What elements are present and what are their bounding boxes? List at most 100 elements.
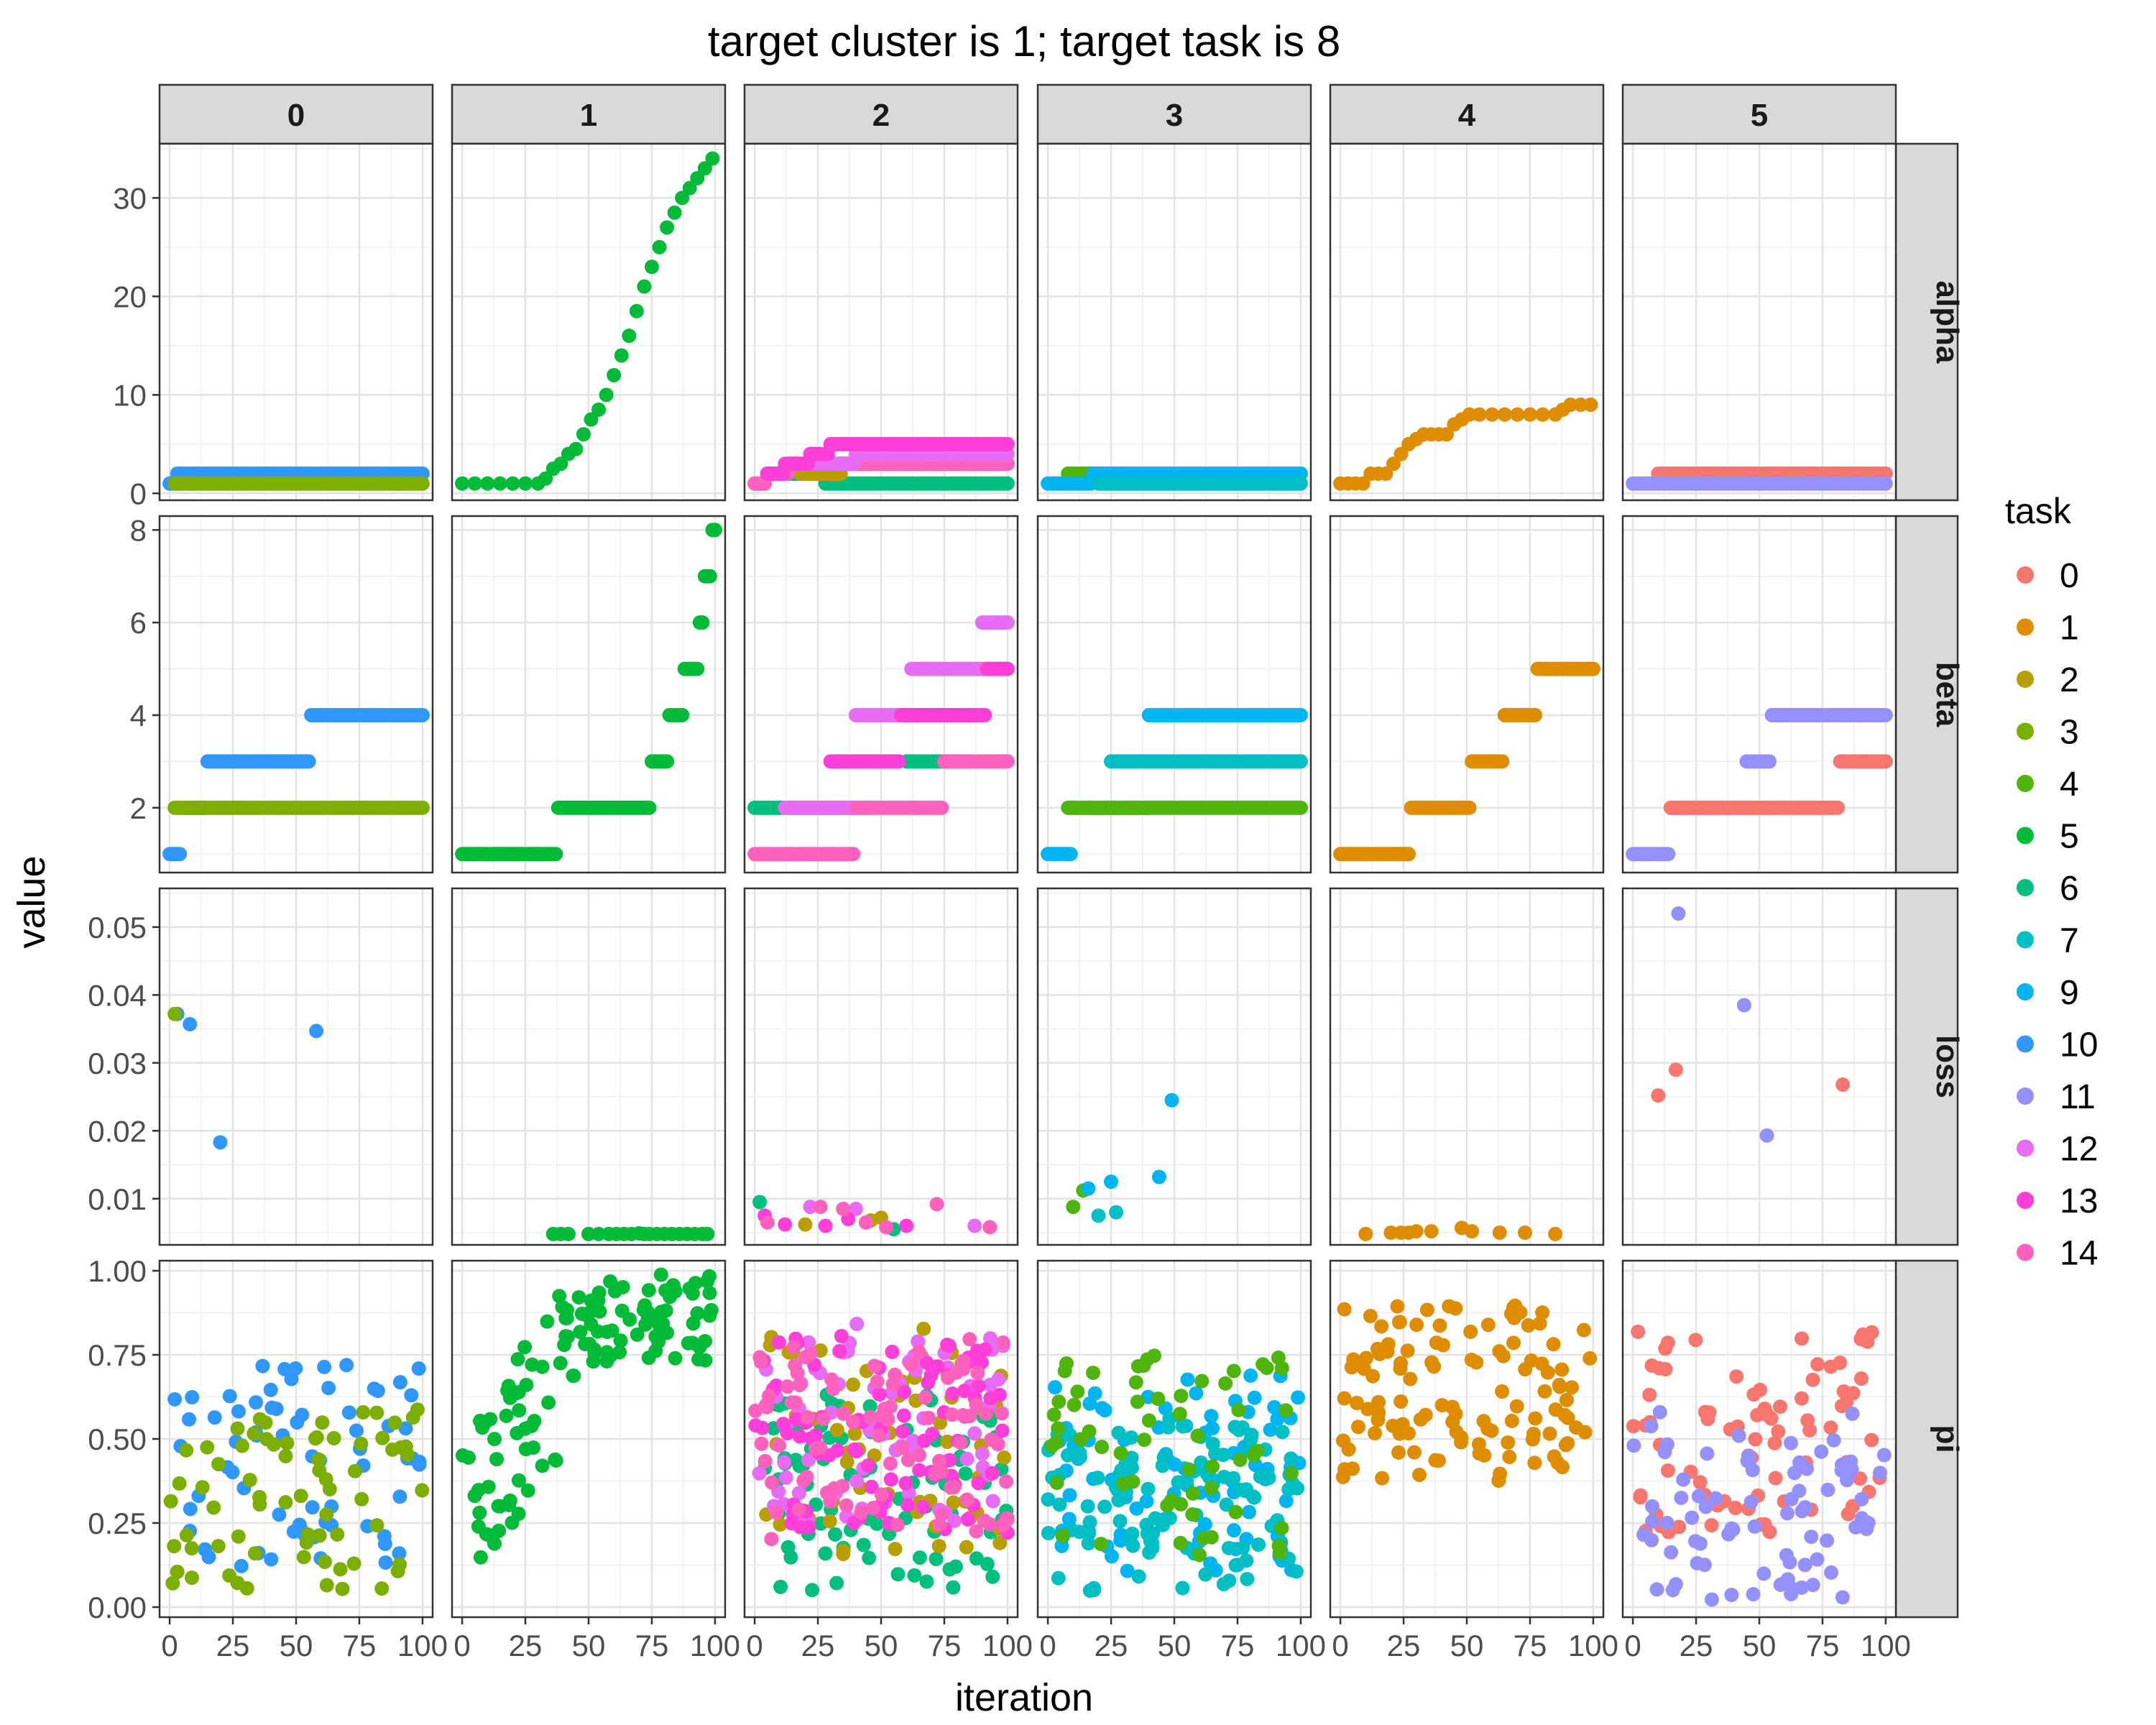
data-point	[541, 1395, 556, 1410]
y-tick-label: 0.50	[88, 1422, 147, 1456]
data-point	[1051, 1421, 1066, 1436]
data-point	[849, 1444, 864, 1459]
data-point	[1204, 1481, 1219, 1496]
data-point	[540, 1314, 555, 1329]
facet-strip-col	[451, 83, 727, 145]
data-point	[1228, 1558, 1243, 1573]
data-point	[780, 1379, 795, 1394]
data-point	[1112, 1514, 1128, 1529]
data-point	[377, 1537, 392, 1552]
data-point	[971, 1476, 986, 1491]
data-point	[375, 1430, 390, 1445]
data-point	[1762, 1524, 1777, 1540]
data-point	[1537, 1384, 1552, 1399]
data-point	[1794, 1580, 1809, 1595]
data-point	[411, 1361, 426, 1376]
data-point	[1391, 1445, 1406, 1460]
data-point	[455, 1448, 470, 1463]
data-point	[1141, 1481, 1156, 1496]
data-point	[836, 1547, 851, 1562]
panel-border	[1329, 1259, 1605, 1619]
data-point	[1204, 1409, 1219, 1424]
data-point	[525, 1357, 540, 1372]
data-point	[183, 1501, 198, 1517]
data-point	[308, 1431, 323, 1446]
data-point	[1137, 1432, 1152, 1448]
data-point	[982, 1220, 998, 1235]
x-axis-label: iteration	[955, 1676, 1093, 1719]
data-point	[1636, 1527, 1651, 1542]
x-tick-label: 25	[1680, 1629, 1713, 1662]
data-point	[1779, 1576, 1794, 1591]
data-point	[1660, 1335, 1675, 1351]
data-point	[1528, 707, 1542, 722]
data-point	[1400, 1343, 1415, 1358]
data-point	[1800, 1413, 1815, 1428]
data-point	[1279, 1494, 1294, 1509]
data-point	[846, 847, 861, 862]
data-point	[1109, 1205, 1124, 1220]
data-point	[1226, 1363, 1241, 1379]
panel-border	[1036, 887, 1312, 1246]
data-point	[1061, 1512, 1077, 1527]
data-point	[660, 220, 675, 235]
data-point	[183, 1016, 198, 1031]
data-point	[644, 259, 659, 275]
data-point	[487, 1536, 502, 1551]
data-point	[1291, 1390, 1306, 1405]
data-point	[1243, 1368, 1258, 1383]
data-point	[1095, 1440, 1110, 1455]
data-point	[980, 1557, 995, 1572]
data-point	[818, 1546, 833, 1561]
data-point	[247, 1426, 262, 1441]
data-point	[538, 471, 553, 486]
data-point	[1051, 1570, 1066, 1586]
data-point	[1082, 1396, 1097, 1411]
data-point	[1756, 1566, 1772, 1581]
data-point	[1261, 1468, 1276, 1483]
data-point	[1091, 1208, 1106, 1223]
y-tick-label: 0.75	[88, 1338, 147, 1372]
x-tick-label: 25	[1095, 1629, 1128, 1662]
data-point	[1139, 1494, 1154, 1509]
data-point	[1245, 1489, 1261, 1504]
data-point	[1147, 1348, 1162, 1363]
x-tick-label: 50	[1158, 1629, 1192, 1662]
data-point	[1293, 800, 1308, 815]
data-point	[1419, 1302, 1434, 1317]
data-point	[630, 1327, 645, 1342]
data-point	[1824, 1565, 1839, 1580]
data-point	[518, 476, 533, 491]
data-point	[1395, 1417, 1410, 1432]
data-point	[1838, 1395, 1853, 1410]
data-point	[1274, 1521, 1289, 1536]
data-point	[934, 1464, 949, 1479]
data-point	[578, 1307, 593, 1322]
data-point	[919, 1574, 934, 1589]
data-point	[1685, 1510, 1700, 1525]
data-point	[280, 1435, 295, 1450]
data-point	[826, 1381, 841, 1397]
data-point	[1233, 1482, 1248, 1497]
data-point	[1797, 1558, 1812, 1573]
data-point	[1194, 1374, 1210, 1389]
data-point	[1000, 1511, 1015, 1526]
x-tick-label: 75	[928, 1629, 962, 1662]
data-point	[231, 1404, 246, 1419]
x-tick-label: 100	[1568, 1629, 1618, 1662]
panel-border	[1621, 887, 1897, 1246]
data-point	[752, 1466, 767, 1481]
data-point	[985, 1494, 1000, 1509]
data-point	[1823, 1420, 1838, 1435]
data-point	[959, 1451, 975, 1466]
data-point	[846, 1377, 861, 1392]
data-point	[783, 1550, 798, 1565]
data-point	[374, 1581, 390, 1596]
x-tick-label: 0	[746, 1629, 763, 1662]
x-tick-label: 0	[1624, 1629, 1641, 1662]
data-point	[848, 1201, 863, 1216]
data-point	[354, 1436, 369, 1451]
data-point	[1532, 1316, 1547, 1331]
data-point	[315, 1415, 330, 1430]
data-point	[862, 1399, 877, 1414]
